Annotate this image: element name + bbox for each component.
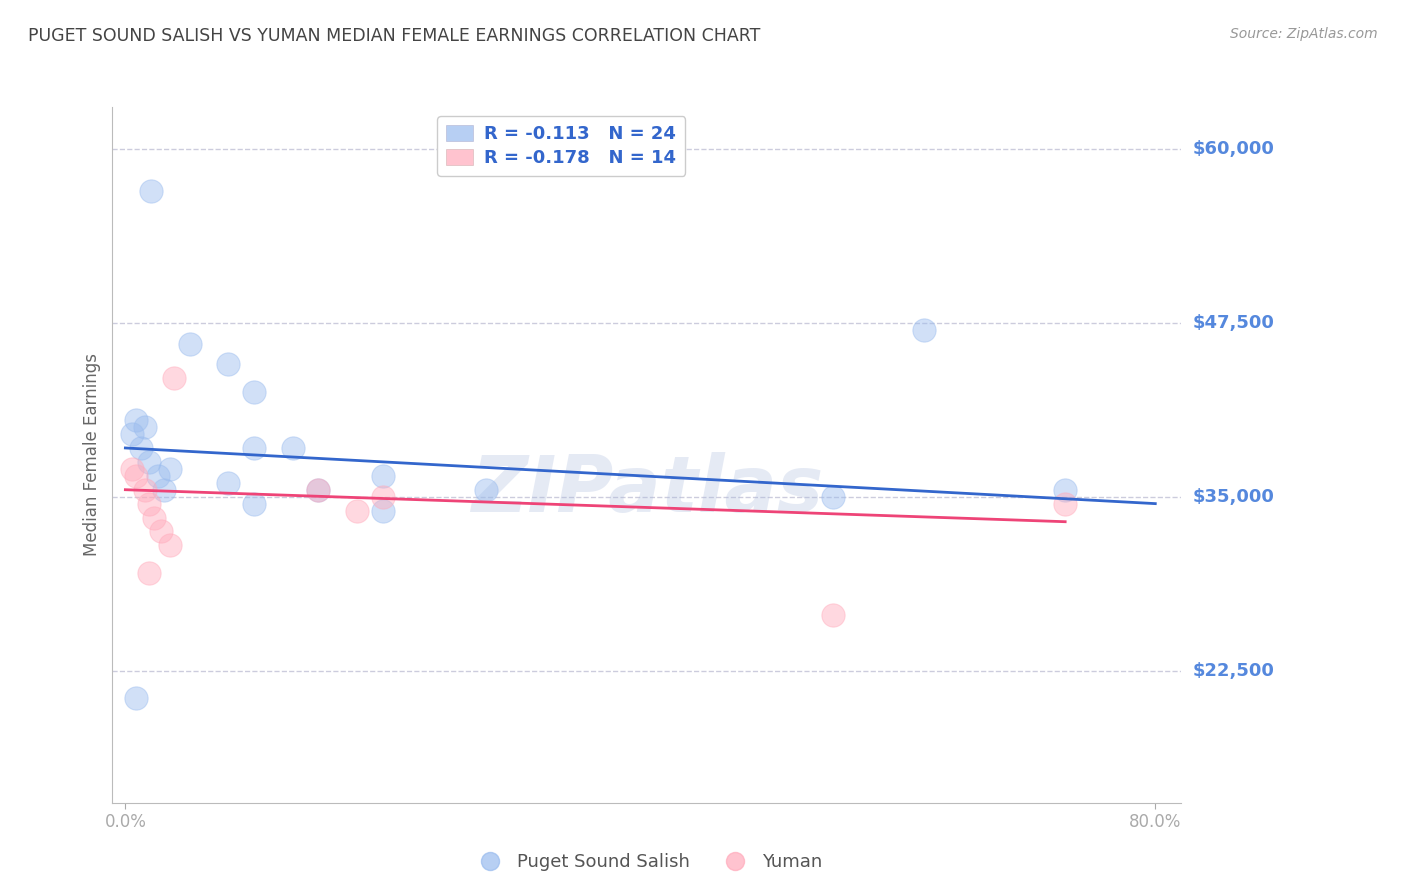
Point xyxy=(121,462,143,476)
Point xyxy=(138,566,160,581)
Point xyxy=(179,336,201,351)
Text: PUGET SOUND SALISH VS YUMAN MEDIAN FEMALE EARNINGS CORRELATION CHART: PUGET SOUND SALISH VS YUMAN MEDIAN FEMAL… xyxy=(28,27,761,45)
Point xyxy=(281,441,304,455)
Point xyxy=(346,503,368,517)
Point xyxy=(159,462,181,476)
Point xyxy=(912,323,935,337)
Point xyxy=(217,358,239,372)
Text: $60,000: $60,000 xyxy=(1192,140,1274,158)
Y-axis label: Median Female Earnings: Median Female Earnings xyxy=(83,353,101,557)
Point xyxy=(150,524,173,539)
Text: ZIPatlas: ZIPatlas xyxy=(471,451,823,528)
Point xyxy=(243,385,266,400)
Point xyxy=(124,413,146,427)
Point xyxy=(371,468,394,483)
Point xyxy=(823,490,845,504)
Point xyxy=(475,483,498,497)
Point xyxy=(163,371,186,385)
Point xyxy=(129,441,152,455)
Point xyxy=(138,497,160,511)
Text: $35,000: $35,000 xyxy=(1192,488,1274,506)
Point xyxy=(308,483,330,497)
Point xyxy=(217,475,239,490)
Point xyxy=(134,420,156,434)
Point xyxy=(139,184,162,198)
Legend: Puget Sound Salish, Yuman: Puget Sound Salish, Yuman xyxy=(464,847,830,879)
Point xyxy=(371,490,394,504)
Point xyxy=(159,538,181,552)
Point xyxy=(146,468,169,483)
Point xyxy=(138,455,160,469)
Point xyxy=(153,483,176,497)
Point xyxy=(1054,497,1077,511)
Text: $47,500: $47,500 xyxy=(1192,314,1274,332)
Point xyxy=(308,483,330,497)
Point xyxy=(124,691,146,706)
Point xyxy=(243,497,266,511)
Point xyxy=(243,441,266,455)
Point xyxy=(134,483,156,497)
Point xyxy=(124,468,146,483)
Point xyxy=(371,503,394,517)
Text: Source: ZipAtlas.com: Source: ZipAtlas.com xyxy=(1230,27,1378,41)
Text: $22,500: $22,500 xyxy=(1192,662,1274,680)
Point xyxy=(1054,483,1077,497)
Point xyxy=(823,607,845,622)
Point xyxy=(142,510,165,524)
Legend: R = -0.113   N = 24, R = -0.178   N = 14: R = -0.113 N = 24, R = -0.178 N = 14 xyxy=(437,116,685,176)
Point xyxy=(121,427,143,442)
